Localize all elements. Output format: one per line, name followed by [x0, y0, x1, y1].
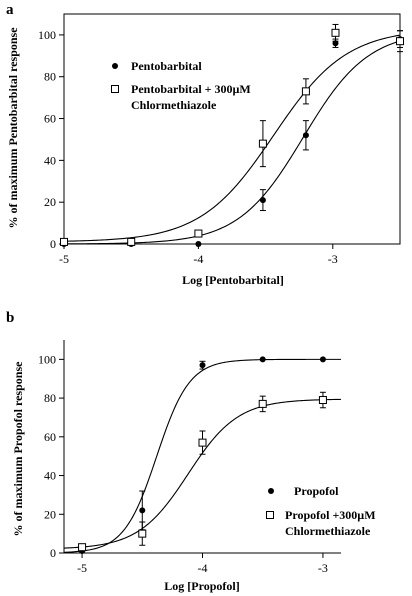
panel-b-y-axis-title: % of maximum Propofol response	[11, 361, 25, 537]
panel-b-y-tick-label: 80	[44, 391, 56, 405]
panel-a-point-1	[301, 87, 310, 96]
panel-a-point-1	[194, 229, 203, 238]
panel-b-legend-label-chlormethiazole-line1: Propofol +300µM	[285, 508, 376, 522]
panel-a-x-tick-label: -3	[328, 252, 338, 266]
panel-a-y-axis-title: % of maximum Pentobarbital response	[6, 27, 20, 229]
panel-a-point-0	[195, 241, 202, 247]
panel-a-y-tick-label: 100	[38, 28, 56, 42]
panel-a-x-axis-title: Log [Pentobarbital]	[182, 273, 284, 287]
panel-a-point-1	[396, 37, 404, 46]
panel-a-point-0	[259, 197, 266, 204]
panel-b: b % of maximum Propofol response Log [Pr…	[6, 310, 376, 593]
panel-a-legend-label-chlormethiazole-line1: Pentobarbital + 300µM	[131, 82, 251, 96]
panel-a-legend-label-chlormethiazole-line2: Chlormethiazole	[131, 98, 217, 112]
panel-b-point-1	[318, 396, 327, 405]
panel-b-point-1	[138, 529, 147, 538]
panel-a-x-tick-label: -4	[193, 252, 203, 266]
panel-a-point-0	[302, 132, 309, 139]
panel-a-point-0	[332, 40, 339, 47]
panel-b-label: b	[6, 310, 14, 326]
panel-b-x-tick-label: -5	[77, 561, 87, 575]
panel-b-legend-marker-propofol	[268, 488, 274, 494]
panel-b-y-tick-label: 20	[44, 507, 56, 521]
panel-a-point-1	[60, 237, 68, 246]
panel-a-legend-marker-pentobarbital	[112, 63, 118, 69]
panel-b-point-0	[139, 507, 146, 514]
panel-a-fit-curve-0	[63, 40, 401, 245]
panel-a-y-tick-label: 20	[44, 195, 56, 209]
panel-b-legend-marker-chlormethiazole	[266, 511, 274, 519]
panel-a-y-tick-label: 60	[44, 112, 56, 126]
panel-b-point-0	[259, 356, 266, 363]
panel-b-point-0	[319, 356, 326, 363]
panel-b-y-tick-label: 100	[38, 352, 56, 366]
panel-b-point-1	[78, 543, 87, 552]
panel-b-point-0	[199, 362, 206, 369]
panel-a-point-1	[127, 237, 136, 246]
panel-a-x-tick-label: -5	[59, 252, 69, 266]
panel-a-point-1	[258, 139, 267, 148]
panel-a-y-tick-label: 80	[44, 70, 56, 84]
panel-a-point-1	[331, 28, 340, 37]
panel-b-y-tick-label: 60	[44, 430, 56, 444]
panel-b-x-tick-label: -4	[198, 561, 208, 575]
panel-a-legend-marker-chlormethiazole	[111, 85, 119, 93]
panel-b-x-axis-title: Log [Propofol]	[164, 579, 239, 593]
panel-b-legend-label-chlormethiazole-line2: Chlormethiazole	[285, 524, 371, 538]
panel-a-legend-label-pentobarbital: Pentobarbital	[131, 59, 202, 73]
panel-a-label: a	[6, 2, 14, 18]
panel-a-plot-frame	[63, 13, 401, 245]
panel-a: a % of maximum Pentobarbital response Lo…	[6, 2, 404, 287]
panel-b-x-tick-label: -3	[318, 561, 328, 575]
panel-b-y-tick-label: 0	[50, 546, 56, 560]
panel-a-fit-curve-1	[63, 34, 401, 242]
panel-b-legend-label-propofol: Propofol	[294, 484, 339, 498]
panel-b-point-1	[258, 399, 267, 408]
panel-b-point-1	[198, 438, 207, 447]
panel-b-y-tick-label: 40	[44, 469, 56, 483]
panel-a-y-tick-label: 40	[44, 153, 56, 167]
panel-a-y-tick-label: 0	[50, 237, 56, 251]
